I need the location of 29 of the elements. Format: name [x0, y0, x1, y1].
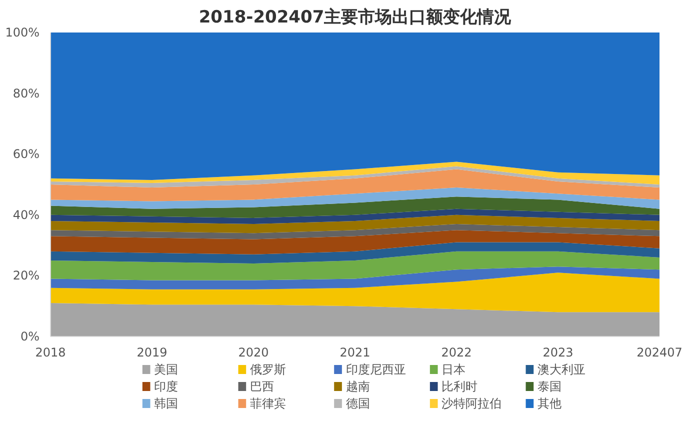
x-tick-label: 202407: [636, 346, 682, 360]
legend-label: 比利时: [442, 380, 478, 394]
y-tick-label: 80%: [12, 86, 40, 100]
legend-label: 德国: [346, 396, 370, 410]
legend-label: 菲律宾: [250, 396, 286, 410]
legend-label: 印度: [154, 380, 178, 394]
legend-label: 韩国: [154, 396, 178, 410]
legend-label: 巴西: [250, 380, 274, 394]
legend-label: 印度尼西亚: [346, 362, 406, 376]
x-tick-label: 2022: [441, 346, 472, 360]
legend-label: 美国: [154, 362, 178, 376]
x-tick-label: 2018: [35, 346, 66, 360]
x-tick-label: 2020: [238, 346, 269, 360]
x-tick-label: 2021: [340, 346, 370, 360]
y-tick-label: 0%: [20, 330, 40, 344]
x-tick-label: 2019: [136, 346, 168, 360]
legend-label: 澳大利亚: [538, 362, 586, 376]
legend-label: 泰国: [538, 380, 562, 394]
y-tick-label: 60%: [12, 147, 40, 162]
x-tick-label: 2023: [542, 346, 574, 360]
legend-label: 俄罗斯: [250, 362, 286, 376]
legend-label: 日本: [442, 362, 466, 376]
legend-label: 沙特阿拉伯: [442, 396, 502, 410]
y-tick-label: 40%: [12, 208, 40, 222]
y-tick-label: 100%: [5, 26, 40, 40]
legend-label: 其他: [538, 396, 562, 410]
y-tick-label: 20%: [12, 268, 40, 283]
legend-label: 越南: [346, 380, 370, 394]
chart-title: 2018-202407主要市场出口额变化情况: [198, 8, 512, 28]
